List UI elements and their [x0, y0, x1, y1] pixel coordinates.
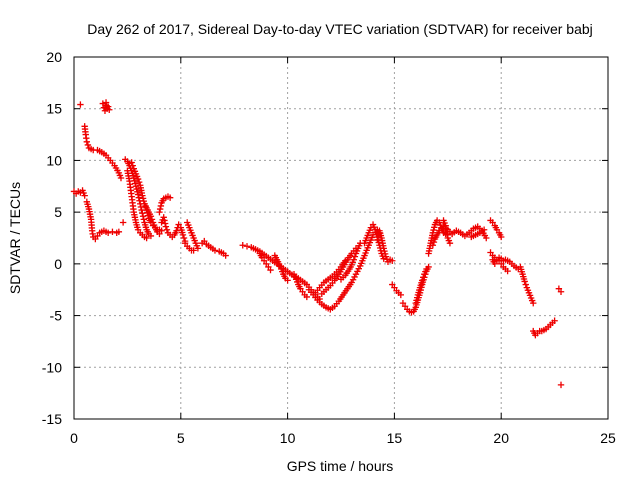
data-point	[161, 217, 168, 224]
chart-title: Day 262 of 2017, Sidereal Day-to-day VTE…	[87, 21, 593, 37]
y-tick-label: 20	[46, 49, 62, 65]
data-point	[161, 220, 169, 227]
x-tick-label: 25	[600, 430, 616, 446]
y-tick-label: 5	[54, 204, 62, 220]
data-point	[190, 247, 197, 254]
data-point	[157, 202, 165, 210]
data-point	[448, 230, 456, 238]
data-point	[83, 138, 91, 146]
x-tick-label: 10	[280, 430, 296, 446]
y-tick-label: 15	[46, 101, 62, 117]
data-point	[139, 213, 147, 220]
data-point	[374, 233, 382, 241]
x-tick-label: 15	[387, 430, 403, 446]
data-point	[284, 277, 291, 284]
data-point	[194, 245, 202, 252]
data-point	[389, 257, 396, 264]
data-point	[147, 213, 155, 220]
data-point	[84, 141, 92, 149]
data-point	[148, 216, 156, 223]
y-tick-label: 0	[54, 256, 62, 272]
data-point	[211, 247, 219, 254]
data-point	[267, 266, 274, 274]
y-tick-labels: -15 -10 -5 0 5 10 15 20	[42, 49, 62, 427]
data-point	[423, 265, 430, 273]
data-point	[77, 101, 84, 108]
data-point	[140, 216, 147, 223]
data-point	[104, 103, 112, 110]
data-point	[430, 238, 438, 246]
data-point	[160, 214, 167, 221]
x-tick-label: 5	[177, 430, 185, 446]
data-point	[147, 232, 155, 240]
data-point	[222, 252, 229, 259]
data-point	[129, 162, 136, 169]
data-point	[180, 234, 188, 242]
plot-frame	[73, 56, 609, 420]
data-point	[557, 381, 565, 389]
data-point	[135, 178, 143, 186]
data-point	[420, 274, 427, 281]
data-point	[303, 293, 311, 301]
data-point	[166, 194, 174, 201]
data-point	[104, 229, 112, 237]
data-point	[156, 208, 163, 216]
data-point	[128, 159, 135, 166]
x-tick-labels: 0 5 10 15 20 25	[70, 430, 616, 446]
data-point	[239, 242, 246, 249]
x-tick-label: 20	[493, 430, 509, 446]
data-point	[557, 288, 565, 295]
data-point	[446, 239, 454, 247]
data-point	[134, 191, 142, 198]
data-point	[350, 256, 358, 263]
data-point	[158, 227, 165, 234]
data-point	[106, 106, 113, 113]
data-point	[521, 278, 528, 285]
data-point	[134, 175, 142, 183]
data-point	[119, 219, 127, 226]
axis-ticks	[73, 56, 609, 420]
data-point	[179, 231, 187, 239]
data-point	[397, 291, 405, 299]
data-point	[483, 234, 490, 242]
data-point	[522, 281, 529, 288]
data-point	[135, 194, 142, 201]
data-point	[162, 223, 170, 230]
data-point	[115, 228, 123, 235]
y-tick-label: -15	[42, 411, 62, 427]
data-point	[504, 267, 511, 275]
y-tick-label: 10	[46, 152, 62, 168]
data-point	[117, 174, 125, 182]
data-point	[81, 192, 88, 199]
data-point	[551, 317, 558, 324]
data-point	[156, 205, 164, 213]
y-axis-label: SDTVAR / TECUs	[7, 182, 23, 294]
data-point	[109, 228, 116, 235]
data-points	[70, 99, 565, 389]
data-point	[429, 242, 437, 249]
y-tick-label: -10	[42, 359, 62, 375]
data-point	[480, 226, 488, 233]
data-point	[243, 243, 251, 250]
data-point	[498, 233, 505, 241]
data-point	[163, 226, 171, 233]
data-point	[530, 299, 537, 307]
x-axis-label: GPS time / hours	[287, 458, 394, 474]
data-point	[143, 234, 150, 242]
y-tick-label: -5	[50, 308, 63, 324]
grid-lines	[74, 57, 608, 419]
data-point	[418, 277, 426, 284]
x-tick-label: 0	[70, 430, 78, 446]
data-point	[173, 227, 180, 234]
data-point	[351, 253, 359, 260]
